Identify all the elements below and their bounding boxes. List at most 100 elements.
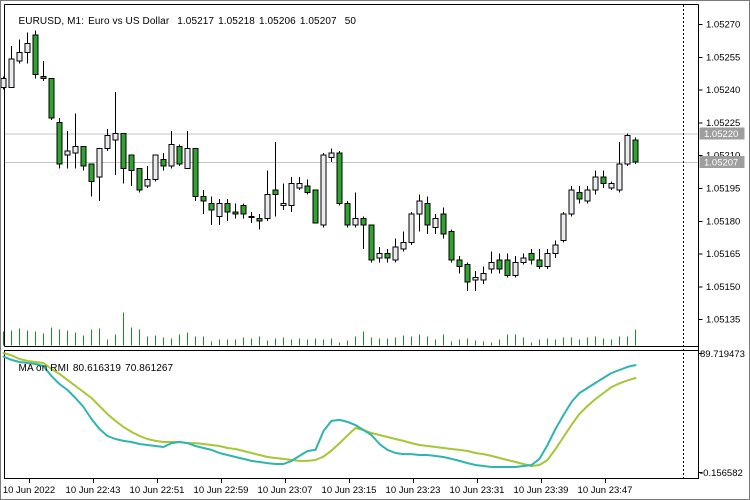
candle [424, 196, 431, 234]
candle-body-bear [208, 202, 215, 211]
time-axis-label: 10 Jun 22:43 [66, 485, 121, 496]
candle-body-bull [472, 277, 479, 281]
candle-body-bear [536, 259, 543, 268]
candle-body-bull [24, 43, 31, 53]
candle [360, 216, 367, 250]
open-value: 1.05217 [177, 16, 215, 27]
close-value: 1.05207 [299, 16, 337, 27]
price-axis-label: 1.05135 [706, 315, 740, 326]
candle-body-bull [112, 132, 119, 141]
candle-body-bear [200, 196, 207, 202]
candle-body-bull [392, 246, 399, 261]
candle [88, 163, 95, 197]
candle [96, 148, 103, 202]
candle-body-bull [280, 202, 287, 206]
time-axis-label: 10 Jun 22:51 [130, 485, 185, 496]
price-level-lines [4, 133, 699, 163]
time-axis-label: 10 Jun 23:23 [386, 485, 441, 496]
candle [144, 166, 151, 188]
symbol-description-label: Euro vs US Dollar [88, 16, 170, 27]
candle [448, 229, 455, 263]
candle [408, 212, 415, 245]
candle [80, 145, 87, 171]
candle [296, 177, 303, 191]
candle [248, 212, 255, 223]
candle [600, 170, 607, 188]
price-axis[interactable]: 1.052701.052551.052401.052251.052101.051… [698, 20, 745, 326]
candle-body-bear [360, 218, 367, 226]
candle-body-bull [8, 58, 15, 88]
indicator-axis[interactable]: 89.719473 -0.156582 [698, 349, 745, 479]
candle [552, 240, 559, 258]
candle-body-bear [256, 218, 263, 222]
candle [520, 253, 527, 265]
candle-body-bear [32, 34, 39, 75]
candle [616, 142, 623, 193]
candle-body-bear [384, 253, 391, 259]
candle-body-bull [616, 163, 623, 191]
time-axis-label: 10 Jun 23:15 [322, 485, 377, 496]
candle [344, 201, 351, 228]
candle-body-bull [560, 213, 567, 241]
candle [240, 203, 247, 219]
chart-frame [4, 4, 699, 479]
candle-body-bear [456, 259, 463, 268]
candle [352, 192, 359, 228]
candle-body-bull [152, 154, 159, 180]
candle-body-bear [120, 132, 127, 169]
candle-body-bull [408, 213, 415, 244]
indicator-fast-value: 80.616319 [72, 363, 122, 374]
candle-body-bull [608, 183, 615, 189]
candle-body-bull [416, 200, 423, 215]
candle-body-bear [224, 202, 231, 213]
candle [632, 137, 639, 164]
candle-body-bull [264, 194, 271, 220]
candle-body-bear [600, 176, 607, 185]
candle-body-bear [576, 191, 583, 200]
price-axis-label: 1.05165 [706, 249, 740, 260]
candle-body-bear [136, 167, 143, 191]
candle-body-bear [240, 204, 247, 215]
candle [224, 198, 231, 221]
candle [176, 144, 183, 167]
candle [496, 253, 503, 274]
candle [464, 262, 471, 291]
candle [472, 271, 479, 291]
bid-price-label-bg [699, 155, 745, 168]
candle [528, 249, 535, 265]
candle-body-bear [232, 211, 239, 215]
candle-body-bull [520, 257, 527, 263]
candle [136, 167, 143, 193]
candle [216, 198, 223, 226]
candle [304, 179, 311, 195]
candle [368, 224, 375, 263]
time-axis[interactable]: 10 Jun 2022 10 Jun 22:43 10 Jun 22:51 10 Ju… [3, 479, 633, 496]
time-axis-label: 10 Jun 23:31 [450, 485, 505, 496]
candle-body-bull [624, 135, 631, 165]
candle-body-bull [512, 261, 519, 276]
indicator-fast-line [2, 355, 637, 468]
candle-body-bear [424, 202, 431, 226]
candle-body-bull [320, 154, 327, 226]
indicator-axis-min: -0.156582 [700, 468, 743, 479]
candle [24, 32, 31, 64]
candle-body-bull [72, 145, 79, 154]
candle-body-bear [448, 231, 455, 261]
candle [128, 154, 135, 186]
candle-body-bear [128, 154, 135, 172]
price-axis-label: 1.05225 [706, 118, 740, 129]
candle [584, 185, 591, 204]
candle-body-bull [168, 143, 175, 167]
candle [312, 189, 319, 224]
candle [48, 78, 55, 121]
candle [544, 249, 551, 269]
symbol-period-label: EURUSD, M1: [18, 16, 85, 27]
candle-body-bear [464, 264, 471, 283]
candle [168, 131, 175, 169]
candle [8, 45, 15, 88]
price-axis-label: 1.05270 [706, 20, 740, 31]
candle-body-bull [544, 253, 551, 268]
ask-price-label: 1.05220 [704, 129, 738, 140]
candle-body-bear [88, 163, 95, 182]
